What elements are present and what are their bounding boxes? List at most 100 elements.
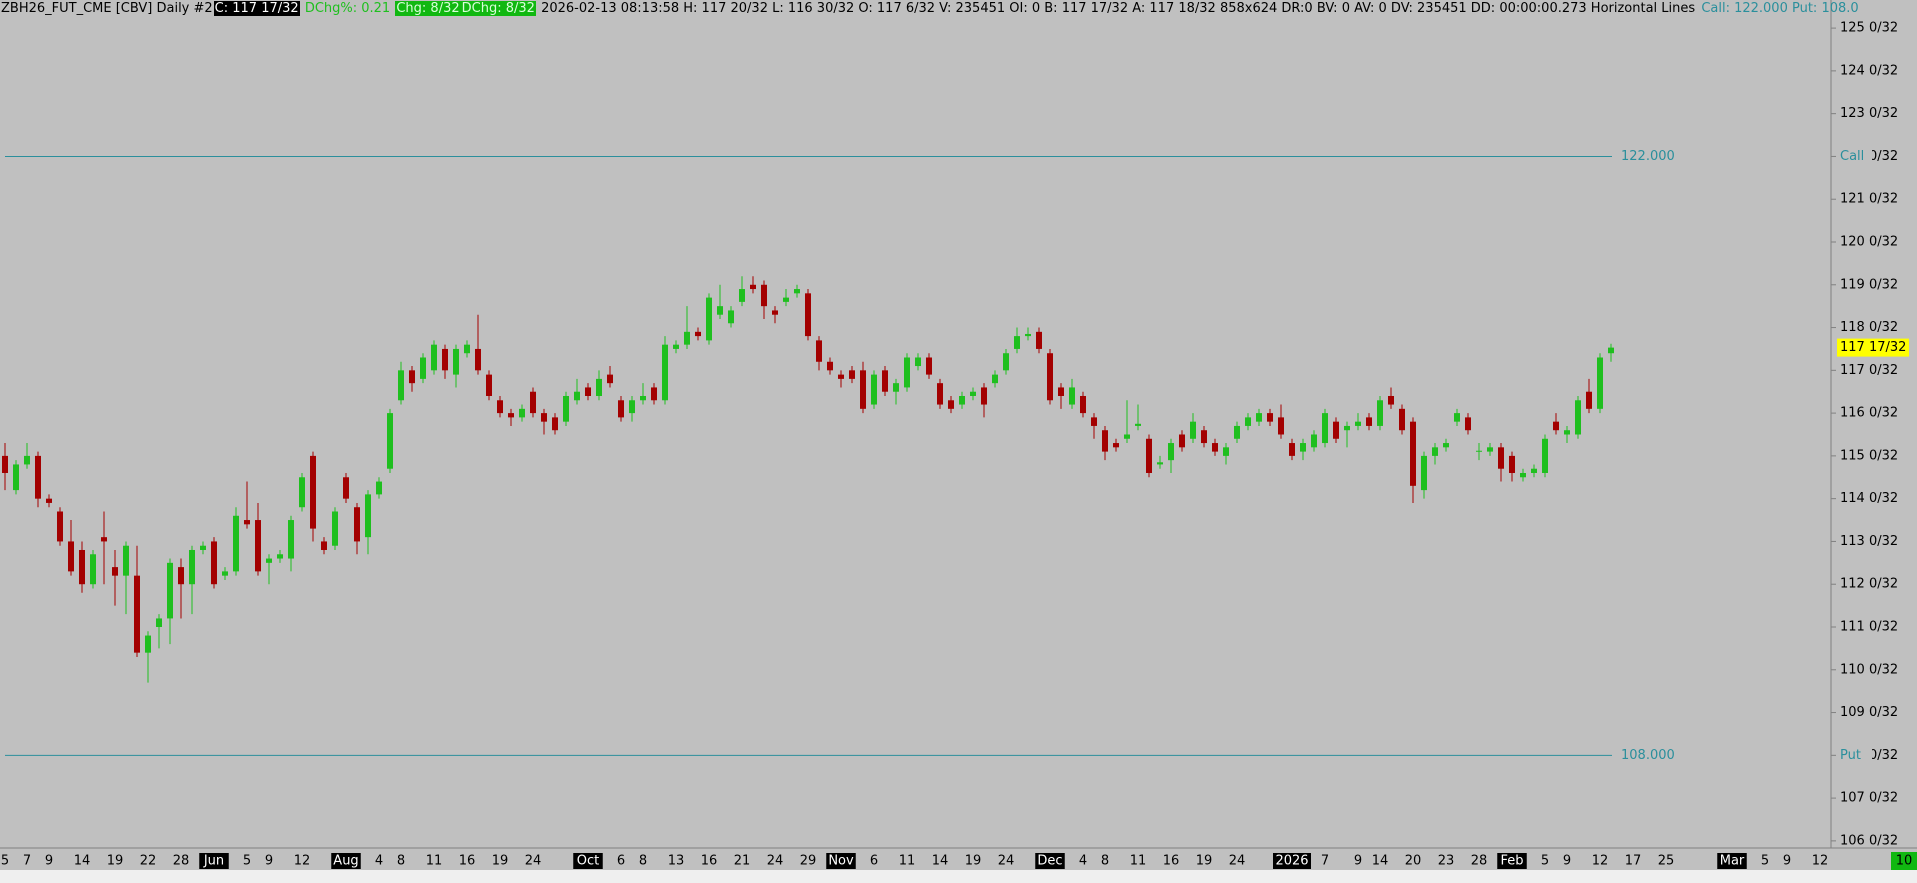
- x-tick-label: 22: [140, 854, 157, 869]
- candle-body: [519, 408, 525, 418]
- candle-body: [288, 520, 294, 559]
- candle-body: [838, 374, 844, 379]
- horizontal-line-label: 108.000: [1621, 748, 1675, 763]
- candle-body: [420, 357, 426, 379]
- candle-body: [266, 558, 272, 563]
- candle-body: [904, 357, 910, 388]
- candle-body: [486, 374, 492, 396]
- x-tick-label: 9: [1354, 854, 1362, 869]
- candle-body: [1388, 395, 1394, 405]
- x-tick-label: Oct: [577, 854, 599, 869]
- candle-body: [1366, 417, 1372, 426]
- candle-body: [134, 575, 140, 653]
- x-tick-label: 13: [668, 854, 685, 869]
- x-tick-label: 23: [1438, 854, 1455, 869]
- x-tick-label: 4: [1079, 854, 1087, 869]
- candle-body: [750, 284, 756, 290]
- x-tick-label: 8: [397, 854, 405, 869]
- x-tick-label: Aug: [333, 854, 358, 869]
- candle-body: [1234, 425, 1240, 439]
- x-label-highlight: [199, 853, 229, 869]
- candle-body: [57, 511, 63, 542]
- horizontal-line-name: Put: [1840, 748, 1861, 763]
- x-tick-label: Jun: [203, 854, 224, 869]
- time-marker: 10: [1896, 854, 1913, 869]
- candle-body: [1300, 443, 1306, 452]
- x-tick-label: 9: [265, 854, 273, 869]
- candle-body: [365, 494, 371, 538]
- scrollbar[interactable]: [0, 870, 1917, 883]
- x-tick-label: 11: [899, 854, 916, 869]
- candle-body: [398, 370, 404, 401]
- x-tick-label: 11: [426, 854, 443, 869]
- x-tick-label: Nov: [828, 854, 854, 869]
- candle-body: [1520, 472, 1526, 478]
- candle-body: [1091, 417, 1097, 426]
- candle-body: [882, 370, 888, 392]
- x-tick-label: 12: [1812, 854, 1829, 869]
- x-tick-label: 8: [1101, 854, 1109, 869]
- x-label-highlight: [826, 853, 856, 869]
- candle-body: [387, 413, 393, 469]
- candle-body: [1575, 400, 1581, 435]
- x-tick-label: 4: [375, 854, 383, 869]
- x-tick-label: 29: [800, 854, 817, 869]
- y-tick-label: 118 0/32: [1840, 320, 1898, 335]
- candle-body: [1036, 331, 1042, 349]
- x-tick-label: 5: [1, 854, 9, 869]
- candle-body: [1487, 447, 1493, 452]
- candle-body: [475, 348, 481, 371]
- time-marker-box: [1891, 852, 1917, 870]
- candle-body: [1058, 387, 1064, 396]
- x-tick-label: 6: [870, 854, 878, 869]
- candle-body: [299, 477, 305, 508]
- candle-body: [1542, 438, 1548, 473]
- candle-body: [1179, 434, 1185, 448]
- y-tick-label: 116 0/32: [1840, 406, 1898, 421]
- x-tick-label: 21: [734, 854, 751, 869]
- candle-body: [585, 387, 591, 396]
- candle-body: [112, 567, 118, 576]
- candle-body: [618, 400, 624, 418]
- candle-body: [1465, 417, 1471, 431]
- candle-body: [464, 344, 470, 354]
- candle-body: [24, 455, 30, 465]
- horizontal-line-label: 122.000: [1621, 149, 1675, 164]
- x-tick-label: 19: [965, 854, 982, 869]
- candle-body: [46, 498, 52, 503]
- candle-body: [574, 391, 580, 401]
- y-tick-label: 125 0/32: [1840, 21, 1898, 36]
- candle-body: [1102, 430, 1108, 452]
- candle-body: [563, 395, 569, 422]
- candle-body: [915, 357, 921, 367]
- x-tick-label: 24: [525, 854, 542, 869]
- candle-body: [508, 413, 514, 418]
- candle-body: [772, 310, 778, 315]
- dchg: DChg: 8/32: [460, 1, 536, 16]
- candle-body: [1377, 400, 1383, 426]
- candle-body: [552, 417, 558, 431]
- candle-body: [409, 370, 415, 384]
- y-tick-label: 113 0/32: [1840, 534, 1898, 549]
- candle-body: [1421, 455, 1427, 491]
- candle-body: [695, 331, 701, 337]
- candle-body: [156, 618, 162, 627]
- x-tick-label: 11: [1130, 854, 1147, 869]
- x-label-highlight: [1035, 853, 1065, 869]
- candle-body: [244, 520, 250, 525]
- x-tick-label: 20: [1405, 854, 1422, 869]
- candle-body: [1080, 395, 1086, 414]
- x-label-highlight: [1497, 853, 1527, 869]
- x-tick-label: Mar: [1720, 854, 1745, 869]
- y-tick-label: 111 0/32: [1840, 619, 1898, 634]
- candle-body: [90, 554, 96, 585]
- candle-body: [1124, 434, 1130, 439]
- candle-body: [1201, 430, 1207, 444]
- candle-body: [255, 520, 261, 572]
- candle-body: [1245, 417, 1251, 426]
- stats: 2026-02-13 08:13:58 H: 117 20/32 L: 116 …: [541, 1, 1696, 16]
- last-price-label: 117 17/32: [1840, 340, 1906, 355]
- candle-body: [1608, 347, 1614, 354]
- x-label-highlight: [573, 853, 603, 869]
- candle-body: [321, 541, 327, 550]
